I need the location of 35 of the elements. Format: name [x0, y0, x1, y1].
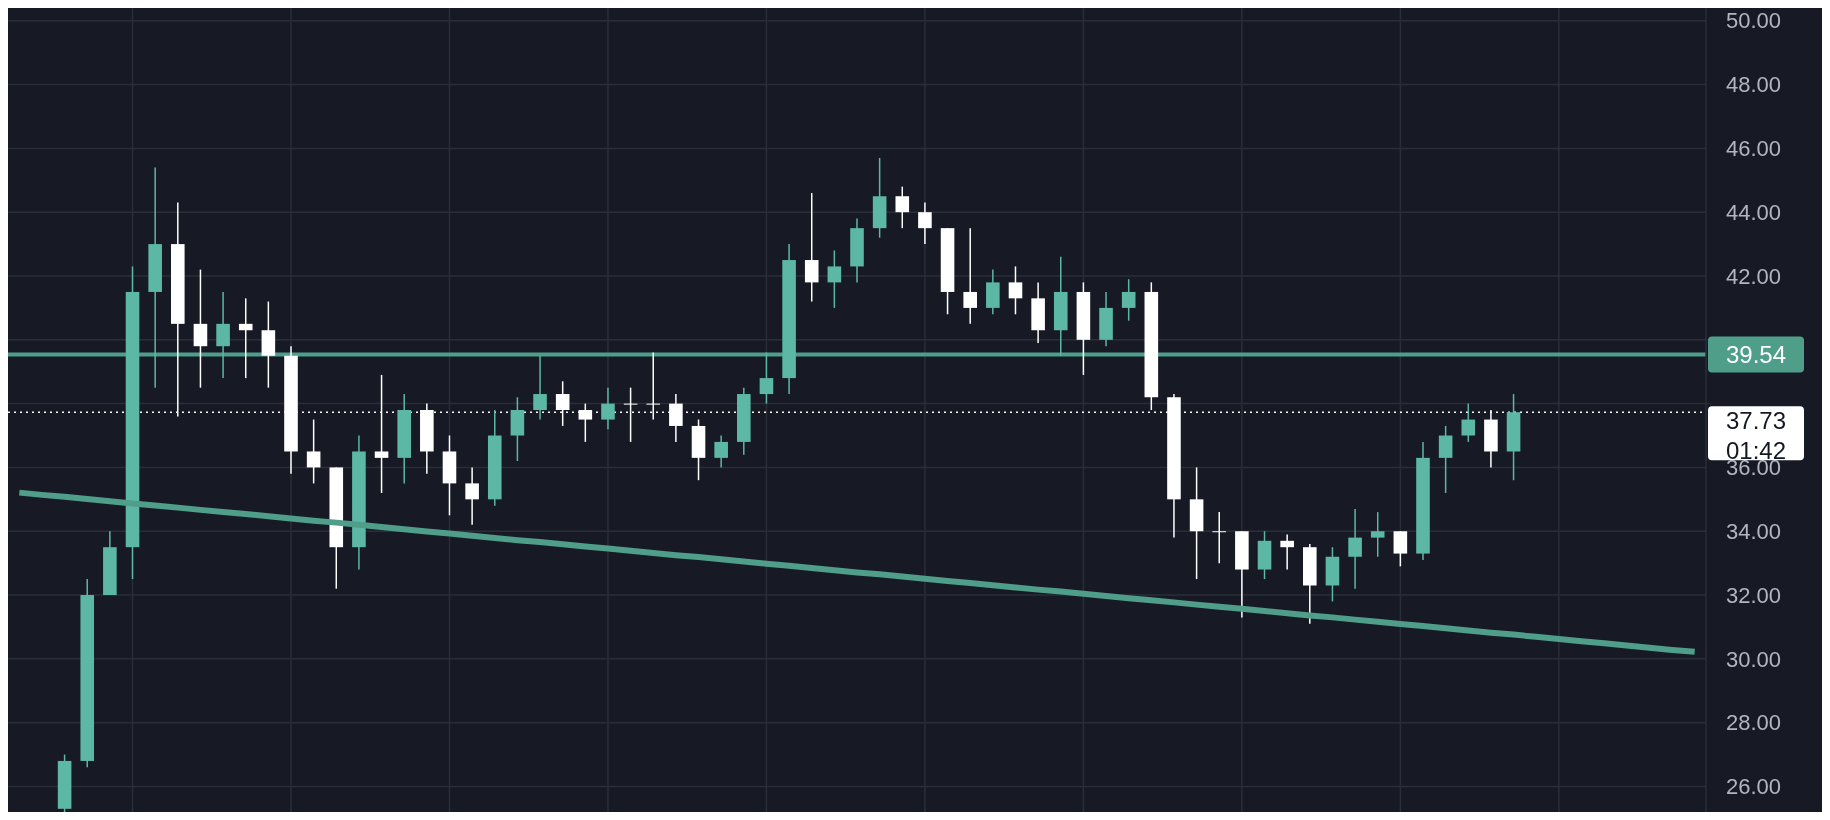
y-tick-label: 34.00 [1726, 518, 1782, 544]
candlestick [465, 466, 479, 526]
y-tick-label: 44.00 [1726, 199, 1782, 225]
candlestick [238, 297, 253, 379]
y-tick-label: 28.00 [1726, 710, 1782, 736]
y-tick-label: 32.00 [1726, 582, 1782, 608]
candlestick [216, 291, 230, 379]
candlestick [601, 386, 615, 430]
candlestick [1121, 278, 1136, 322]
candlestick [714, 434, 728, 469]
candlestick [1461, 402, 1476, 443]
y-tick-label: 30.00 [1726, 646, 1782, 672]
candlestick [1280, 533, 1294, 571]
ref-line-label: 39.54 [1726, 340, 1787, 368]
y-tick-label: 48.00 [1726, 72, 1782, 98]
candlestick [1438, 425, 1453, 494]
candlestick [804, 192, 819, 303]
y-tick-label: 42.00 [1726, 263, 1782, 289]
candlestick [759, 351, 774, 405]
y-tick-label: 50.00 [1726, 8, 1782, 34]
y-tick-label: 26.00 [1726, 774, 1782, 800]
candlestick [1393, 530, 1408, 568]
candlestick [1212, 511, 1227, 564]
candlestick [306, 418, 321, 485]
candlestick [963, 227, 977, 325]
candlestick [1370, 511, 1385, 558]
candlestick [1348, 508, 1362, 590]
candlestick [827, 249, 842, 309]
candlestick [533, 355, 547, 421]
y-tick-label: 46.00 [1726, 136, 1782, 162]
candlestick [193, 268, 208, 389]
candlestick [918, 201, 932, 245]
candlestick [895, 185, 910, 229]
ref-line-label: 37.73 [1726, 406, 1787, 434]
candlestick [1008, 265, 1023, 316]
